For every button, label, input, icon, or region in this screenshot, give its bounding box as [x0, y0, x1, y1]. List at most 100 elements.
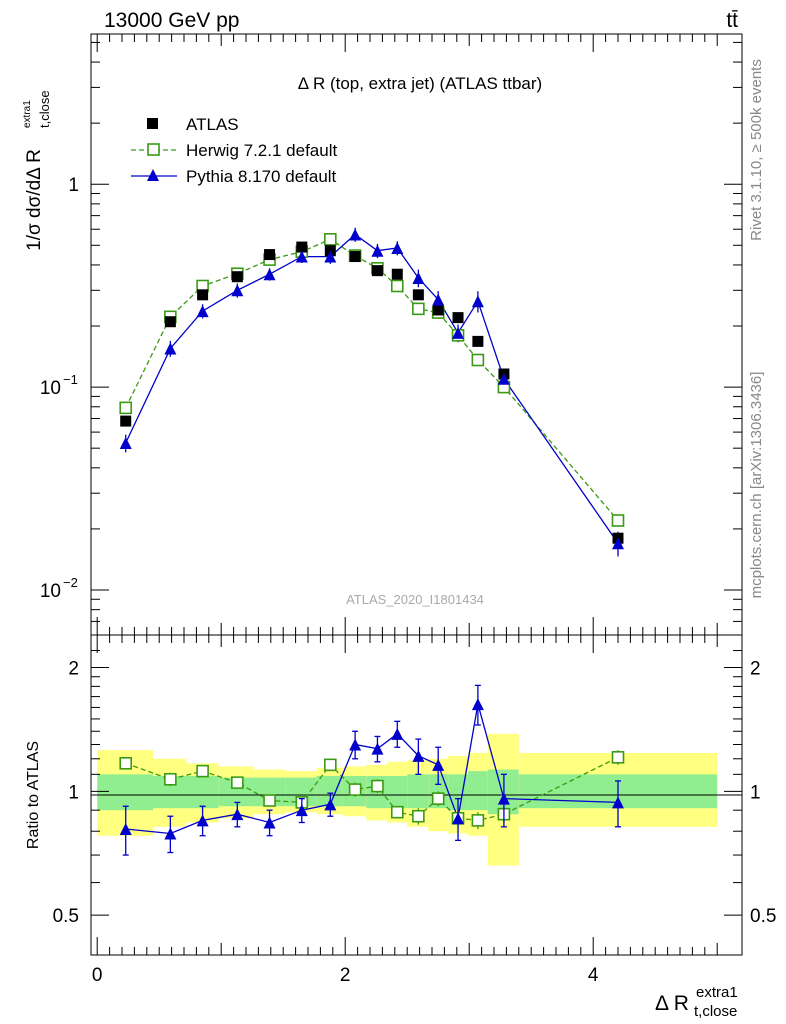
- pythia-point: [391, 241, 404, 254]
- herwig-ratio-point: [231, 776, 244, 789]
- svg-text:extra1: extra1: [696, 984, 738, 1001]
- pythia-ratio-point: [497, 792, 510, 805]
- herwig-point: [390, 279, 404, 293]
- herwig-ratio-point: [164, 772, 177, 786]
- analysis-watermark: ATLAS_2020_I1801434: [346, 592, 484, 607]
- legend-marker-herwig: [147, 143, 160, 156]
- pythia-line: [125, 233, 619, 544]
- ratio-stat-band: [387, 775, 408, 809]
- legend: ATLAS Herwig 7.2.1 default Pythia 8.170 …: [131, 115, 337, 186]
- ratio-y-tick-label-right: 0.5: [750, 906, 776, 927]
- legend-marker-pythia: [147, 169, 159, 181]
- pythia-point: [263, 268, 276, 281]
- pythia-ratio-point: [263, 816, 276, 829]
- herwig-ratio-point: [196, 764, 209, 778]
- pythia-ratio-point: [412, 749, 425, 762]
- herwig-ratio-point: [471, 814, 485, 827]
- legend-label-pythia: Pythia 8.170 default: [186, 167, 337, 186]
- pythia-point: [231, 284, 244, 297]
- pythia-point: [164, 342, 177, 355]
- svg-text:t,close: t,close: [694, 1003, 737, 1020]
- main-y-tick-label: 10: [40, 378, 61, 399]
- pythia-ratio-point: [452, 812, 465, 825]
- herwig-point: [324, 233, 337, 246]
- herwig-ratio-point: [390, 805, 404, 819]
- chart-title: Δ R (top, extra jet) (ATLAS ttbar): [298, 74, 542, 93]
- ratio-stat-band: [186, 775, 219, 809]
- svg-text:t,close: t,close: [37, 90, 52, 128]
- herwig-point: [412, 302, 425, 316]
- main-y-tick-label-exponent: −2: [63, 575, 78, 590]
- ratio-y-axis-label: Ratio to ATLAS: [25, 741, 42, 849]
- x-axis-label: Δ R t,close extra1: [655, 984, 738, 1020]
- atlas-point: [371, 265, 383, 277]
- atlas-point: [264, 249, 276, 261]
- ratio-stat-band: [467, 771, 488, 811]
- ratio-y-tick-label-right: 1: [750, 782, 761, 803]
- herwig-ratio-point: [324, 758, 337, 772]
- pythia-ratio-line: [125, 703, 619, 835]
- pythia-ratio-point: [349, 738, 362, 751]
- pythia-point: [119, 437, 132, 450]
- pythia-ratio-point: [164, 827, 177, 840]
- herwig-ratio-point: [348, 783, 362, 796]
- header-right-label: tt̄: [726, 9, 738, 32]
- atlas-point: [432, 304, 444, 316]
- x-tick-label: 0: [92, 965, 103, 986]
- ratio-stat-band: [407, 774, 429, 809]
- atlas-point: [231, 271, 243, 283]
- axes-ticks: 10 −210 −110 2 40.5 0.51 12 2: [40, 34, 776, 986]
- pythia-point: [612, 537, 624, 550]
- herwig-point: [611, 514, 625, 527]
- main-y-tick-label-exponent: −1: [63, 372, 78, 387]
- pythia-ratio-point: [324, 798, 337, 811]
- pythia-ratio-point: [391, 727, 404, 740]
- pythia-point: [452, 326, 465, 339]
- x-tick-label: 2: [340, 965, 351, 986]
- atlas-point: [197, 289, 209, 301]
- atlas-point: [472, 335, 484, 347]
- pythia-ratio-point: [295, 804, 308, 817]
- pythia-point: [349, 228, 362, 241]
- pythia-point: [497, 372, 510, 385]
- pythia-ratio-point: [471, 698, 484, 711]
- ratio-y-tick-label: 1: [68, 782, 79, 803]
- herwig-point: [471, 353, 485, 367]
- pythia-point: [432, 293, 445, 306]
- atlas-point: [296, 241, 308, 253]
- legend-label-herwig: Herwig 7.2.1 default: [186, 141, 337, 160]
- herwig-ratio-point: [412, 809, 425, 823]
- pythia-point: [371, 244, 384, 257]
- herwig-ratio-point: [371, 779, 384, 793]
- mcplots-reference-label: mcplots.cern.ch [arXiv:1306.3436]: [748, 372, 765, 599]
- pythia-ratio-point: [231, 808, 244, 821]
- herwig-ratio-line: [125, 756, 619, 822]
- main-series-group: [119, 227, 625, 557]
- pythia-point: [295, 250, 308, 263]
- main-y-tick-label: 10: [40, 581, 61, 602]
- pythia-point: [324, 250, 337, 263]
- herwig-line: [125, 238, 619, 521]
- atlas-point: [349, 251, 361, 263]
- pythia-ratio-point: [371, 742, 384, 755]
- herwig-ratio-point: [611, 751, 625, 764]
- ratio-y-tick-label-right: 2: [750, 659, 761, 680]
- atlas-point: [120, 415, 132, 427]
- pythia-ratio-point: [612, 796, 624, 809]
- pythia-point: [196, 305, 209, 318]
- pythia-point: [471, 295, 484, 308]
- svg-text:1/σ dσ/dΔ R: 1/σ dσ/dΔ R: [24, 149, 45, 251]
- pythia-point: [412, 271, 425, 284]
- herwig-point: [119, 401, 133, 415]
- pythia-ratio-point: [119, 822, 132, 835]
- ratio-stat-band: [448, 774, 468, 811]
- x-tick-label: 4: [588, 965, 599, 986]
- rivet-version-label: Rivet 3.1.10, ≥ 500k events: [748, 59, 765, 241]
- legend-marker-atlas: [147, 118, 158, 129]
- legend-label-atlas: ATLAS: [186, 115, 239, 134]
- atlas-point: [164, 316, 176, 328]
- svg-text:Δ R: Δ R: [655, 992, 689, 1015]
- atlas-point: [452, 312, 464, 324]
- header-left-label: 13000 GeV pp: [104, 9, 239, 32]
